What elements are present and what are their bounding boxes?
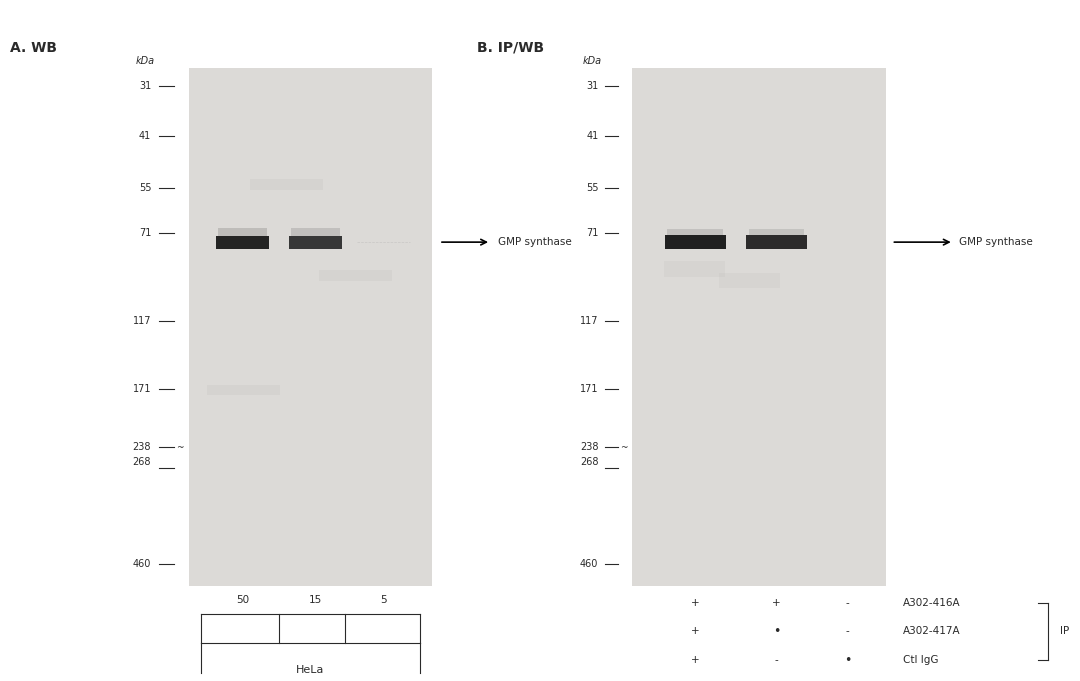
Text: Ctl IgG: Ctl IgG — [903, 655, 939, 665]
Text: 117: 117 — [580, 317, 598, 326]
Text: 268: 268 — [133, 456, 151, 466]
Bar — [207, 385, 280, 395]
Text: 31: 31 — [139, 81, 151, 91]
Text: 71: 71 — [139, 228, 151, 238]
Text: •: • — [773, 625, 780, 638]
Text: B. IP/WB: B. IP/WB — [476, 41, 544, 54]
Text: 460: 460 — [133, 559, 151, 569]
Text: -: - — [846, 598, 849, 608]
Bar — [665, 236, 726, 249]
Bar — [249, 179, 323, 189]
Bar — [667, 229, 724, 236]
Text: 117: 117 — [133, 317, 151, 326]
Bar — [288, 236, 342, 249]
Text: ~: ~ — [620, 443, 627, 452]
Text: A302-416A: A302-416A — [903, 598, 960, 608]
Text: 55: 55 — [138, 183, 151, 193]
Text: +: + — [772, 598, 781, 608]
Text: kDa: kDa — [582, 56, 602, 65]
Text: A302-417A: A302-417A — [903, 627, 960, 637]
Text: kDa: kDa — [136, 56, 156, 65]
Text: 31: 31 — [586, 81, 598, 91]
Text: 50: 50 — [235, 595, 249, 605]
Text: 55: 55 — [585, 183, 598, 193]
Text: GMP synthase: GMP synthase — [498, 237, 571, 247]
Text: +: + — [691, 655, 700, 665]
Bar — [216, 236, 269, 249]
Text: 460: 460 — [580, 559, 598, 569]
Text: +: + — [691, 627, 700, 637]
Text: 15: 15 — [309, 595, 322, 605]
Text: 41: 41 — [586, 131, 598, 141]
Text: 5: 5 — [380, 595, 387, 605]
Text: 238: 238 — [580, 442, 598, 452]
Text: GMP synthase: GMP synthase — [959, 237, 1034, 247]
Bar — [292, 228, 340, 236]
Text: -: - — [846, 627, 849, 637]
Text: IP: IP — [1059, 627, 1069, 637]
Text: 238: 238 — [133, 442, 151, 452]
Bar — [719, 273, 780, 288]
Text: HeLa: HeLa — [296, 665, 325, 675]
Bar — [746, 236, 807, 249]
Bar — [218, 228, 267, 236]
Bar — [664, 262, 725, 276]
Text: A. WB: A. WB — [10, 41, 57, 54]
Bar — [748, 229, 805, 236]
Text: 268: 268 — [580, 456, 598, 466]
Text: 41: 41 — [139, 131, 151, 141]
Bar — [320, 270, 392, 281]
Text: ~: ~ — [176, 443, 184, 452]
Text: •: • — [843, 654, 851, 667]
Text: 171: 171 — [133, 383, 151, 394]
Text: 171: 171 — [580, 383, 598, 394]
Text: +: + — [691, 598, 700, 608]
Text: 71: 71 — [586, 228, 598, 238]
Text: -: - — [774, 655, 779, 665]
